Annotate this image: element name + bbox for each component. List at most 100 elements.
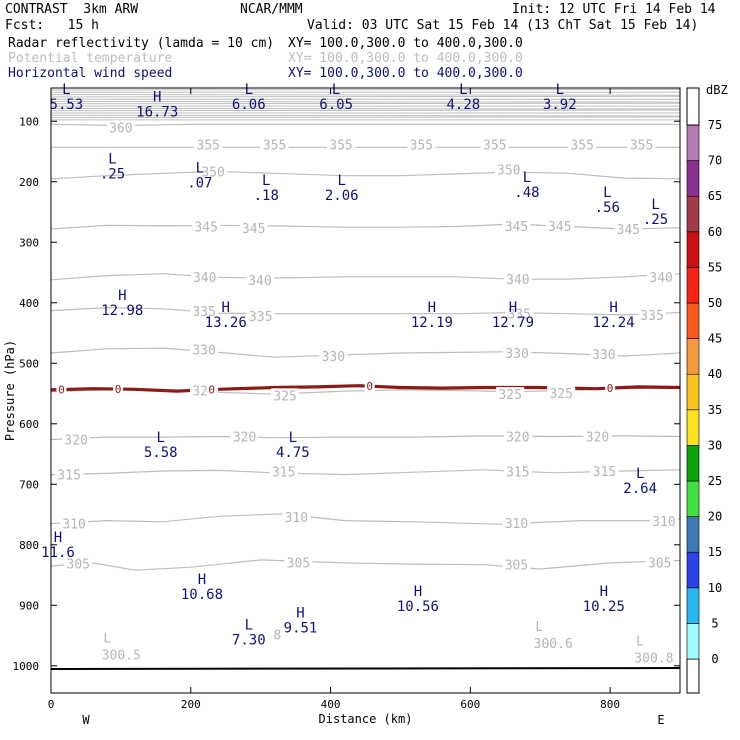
theta-label-bg: [106, 120, 135, 134]
wind-extreme-value: 3.92: [543, 97, 577, 113]
theta-label-bg: [194, 137, 223, 151]
upper-theta-line: [51, 102, 680, 105]
wind-extreme-value: 13.26: [205, 315, 247, 331]
colorbar-level-label: 60: [708, 225, 722, 239]
theta-label: 345: [617, 223, 640, 238]
dbz-label: 0: [366, 380, 373, 393]
wind-extreme-type: H: [296, 605, 304, 621]
theta-label: 315: [272, 466, 295, 481]
x-tick-label: 200: [181, 698, 201, 711]
wind-extreme-type: H: [509, 300, 517, 316]
theta-label: 330: [592, 348, 615, 363]
theta-label-bg: [282, 509, 311, 523]
wind-extreme-type: H: [153, 89, 161, 105]
theta-contour-350: [51, 170, 680, 180]
wind-extreme-type: H: [198, 572, 206, 588]
theta-label-bg: [589, 347, 618, 361]
model-name: CONTRAST 3km ARW: [5, 2, 139, 17]
theta-label-bg: [503, 272, 532, 286]
theta-label: 360: [109, 121, 132, 136]
dbz-label: 0: [607, 382, 614, 395]
wind-extreme-type: H: [222, 300, 230, 316]
theta-label-bg: [649, 514, 678, 528]
theta-label: 345: [548, 220, 571, 235]
dbz-label: 0: [115, 383, 122, 396]
x-tick-label: 0: [48, 698, 55, 711]
theta-label-bg: [638, 307, 667, 321]
wind-extreme-value: 16.73: [136, 104, 178, 120]
theta-contour-305: [51, 559, 680, 571]
theta-label-bg: [62, 432, 91, 446]
wind-extreme-value: 12.98: [101, 303, 143, 319]
wind-extreme-type: L: [157, 430, 165, 446]
wind-extreme-value: 4.28: [446, 97, 480, 113]
field-xy-theta: XY= 100.0,300.0 to 400.0,300.0: [288, 51, 523, 66]
theta-label-bg: [614, 221, 643, 235]
theta-label-bg: [60, 516, 89, 530]
colorbar-level-label: 40: [708, 367, 722, 381]
theta-label-bg: [502, 515, 531, 529]
theta-label-bg: [480, 137, 509, 151]
theta-label-bg: [192, 219, 221, 233]
wind-extreme-type: H: [118, 288, 126, 304]
colorbar-segment: [686, 124, 700, 161]
y-tick-label: 700: [19, 478, 39, 491]
wind-extreme-type: L: [262, 173, 270, 189]
theta-label: 335: [192, 305, 215, 320]
wind-extreme-value: 10.56: [397, 599, 439, 615]
theta-label-bg: [502, 557, 531, 571]
colorbar-segment: [686, 516, 700, 553]
colorbar-segment: [686, 623, 700, 660]
field-name-wind: Horizontal wind speed: [8, 66, 173, 81]
colorbar-unit: dBZ: [706, 83, 728, 97]
wind-extreme-type: H: [609, 300, 617, 316]
colorbar-segment: [686, 480, 700, 517]
theta-label-bg: [64, 556, 93, 570]
colorbar-segment: [686, 587, 700, 624]
wind-extreme-type: L: [651, 197, 659, 213]
theta-label-bg: [627, 137, 656, 151]
dbz-label-bg: [605, 382, 616, 395]
organization: NCAR/MMM: [240, 2, 303, 17]
wind-extreme-value: 2.06: [325, 188, 359, 204]
wind-extreme-value: 5.53: [50, 97, 84, 113]
surface-extreme-value: 300.5: [102, 649, 141, 664]
theta-label: 320: [233, 430, 256, 445]
colorbar: dBZ 0 5 10 15 20 25 30 35 40 45 50 55 60 65 70 75: [686, 83, 728, 694]
colorbar-level-label: 20: [708, 510, 722, 524]
x-axis-title: Distance (km): [319, 712, 413, 726]
upper-theta-line: [51, 109, 680, 112]
wind-extreme-type: L: [245, 82, 253, 98]
wind-extreme-value: .25: [643, 212, 668, 228]
plot-frame: [50, 87, 681, 694]
colorbar-level-label: 45: [708, 332, 722, 346]
theta-label: 305: [505, 559, 528, 574]
theta-label-bg: [55, 467, 84, 481]
colorbar-segment: [686, 231, 700, 268]
axes: 1002003004005006007008009001000Pressure …: [3, 88, 680, 727]
colorbar-segment: [686, 267, 700, 304]
colorbar-segment: [686, 338, 700, 375]
wind-extreme-type: L: [108, 152, 116, 168]
wind-extreme-type: H: [428, 300, 436, 316]
wind-extreme-type: H: [54, 530, 62, 546]
theta-label-bg: [547, 385, 576, 399]
colorbar-segment: [686, 373, 700, 411]
theta-label: 325: [549, 387, 572, 402]
upper-theta-line: [51, 101, 680, 103]
contour-labels: 360 355 355 355 355 355 355 355 350 350 345 345 345 3…: [41, 82, 678, 667]
colorbar-level-label: 35: [708, 403, 722, 417]
theta-label-bg: [284, 555, 313, 569]
colorbar-segment: [686, 409, 700, 446]
theta-contour-345: [51, 223, 680, 230]
wind-extreme-value: 12.79: [492, 315, 534, 331]
theta-label: 325: [498, 388, 521, 403]
theta-contour-340: [51, 273, 680, 281]
upper-theta-line: [51, 95, 680, 98]
colorbar-segment: [686, 195, 700, 233]
y-tick-label: 1000: [13, 660, 40, 673]
wind-extreme-value: 12.24: [593, 315, 635, 331]
theta-label: 320: [586, 430, 609, 445]
wind-extreme-value: 10.68: [181, 587, 223, 603]
theta-label: 345: [505, 220, 528, 235]
